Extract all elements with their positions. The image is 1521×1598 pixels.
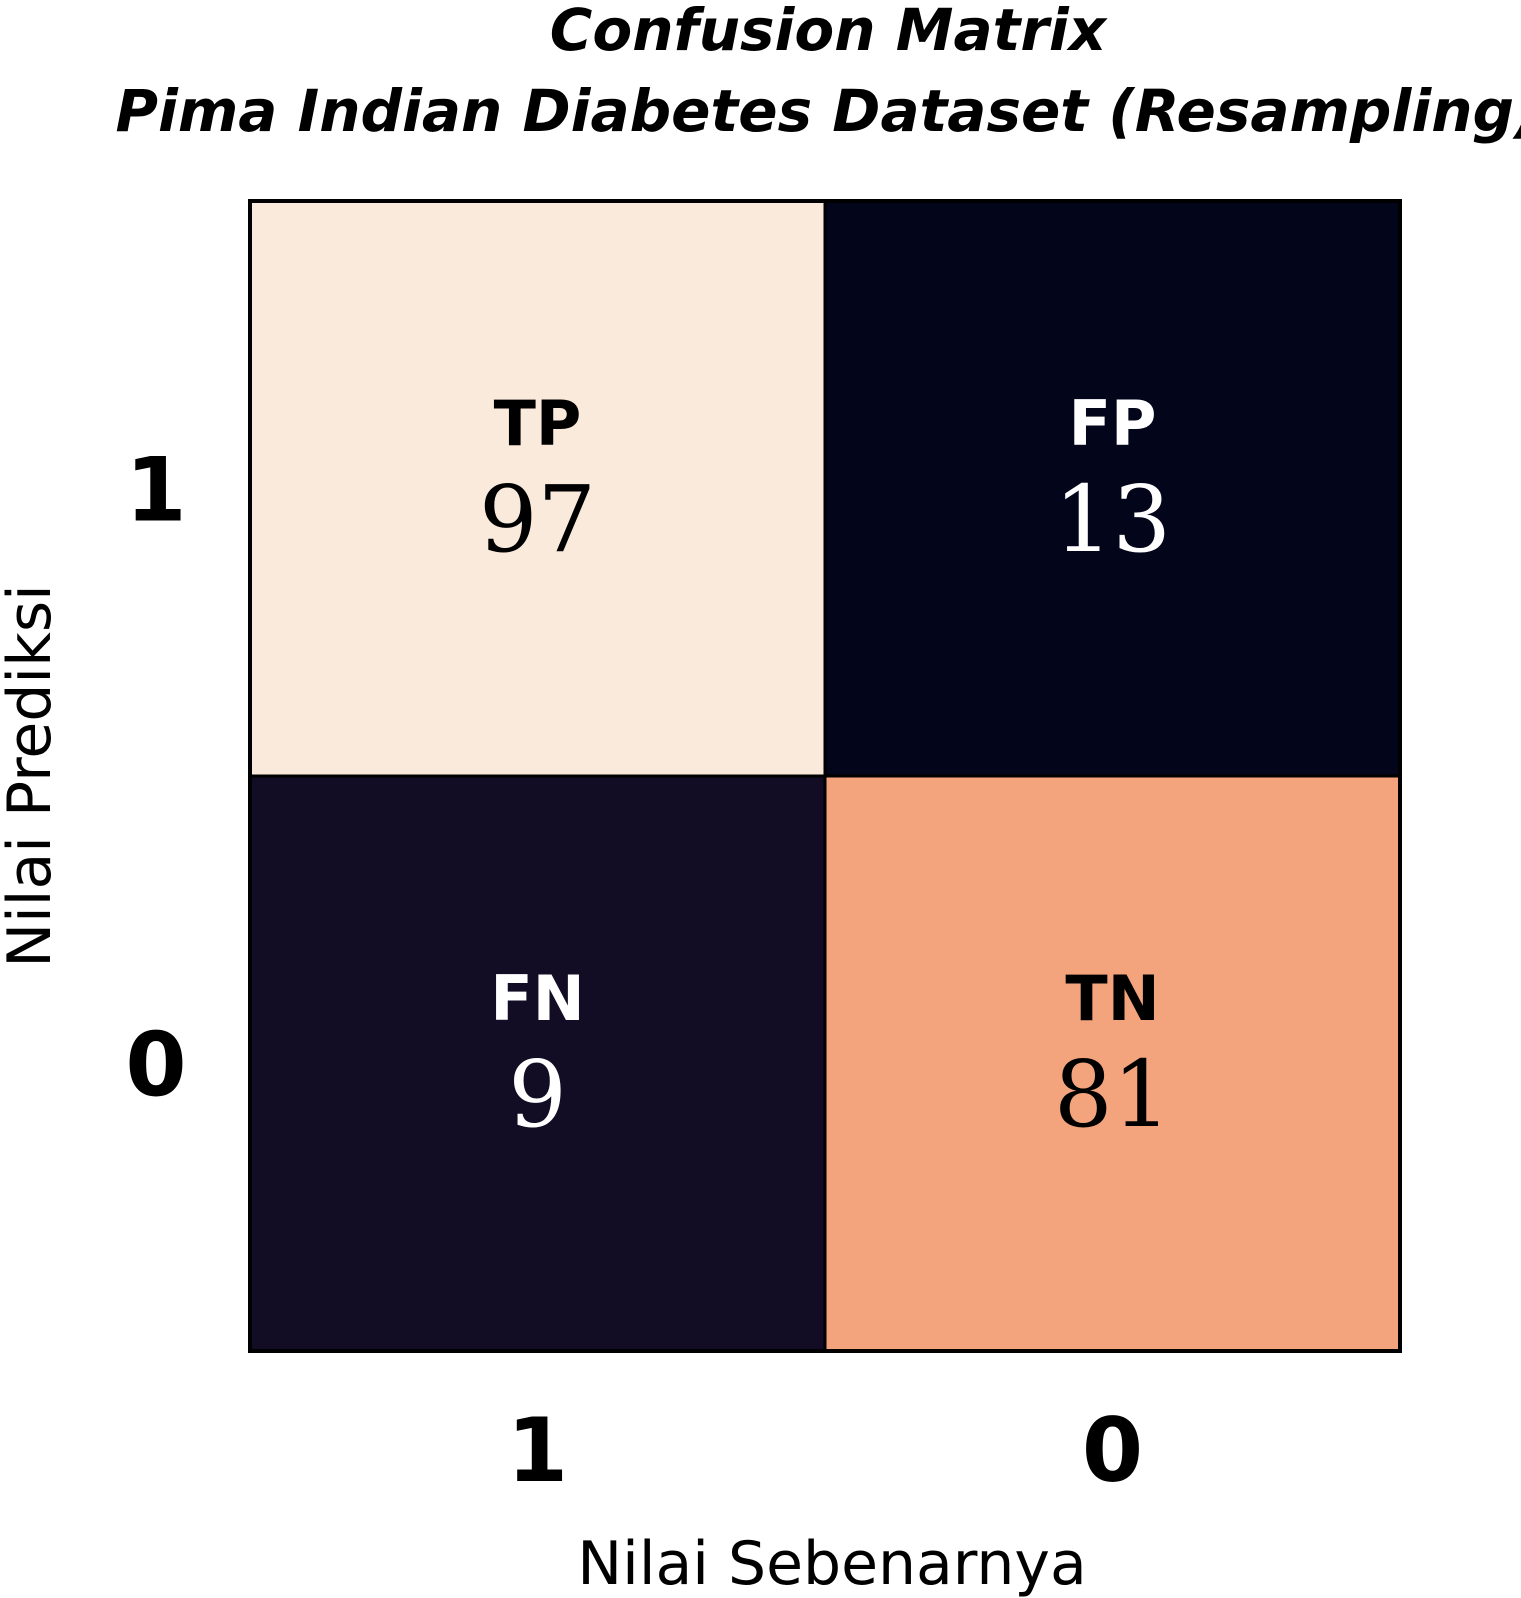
cell-fn: [248, 774, 827, 1353]
cell-label-tp: TP: [494, 387, 582, 460]
chart-title: Confusion Matrix: [550, 0, 1108, 64]
cell-label-fp: FP: [1069, 387, 1157, 460]
cell-value-fn: 9: [508, 1041, 567, 1148]
cell-value-fp: 13: [1054, 466, 1171, 573]
matrix-border: [248, 199, 1402, 1353]
axis-ticks: 1 0 1 0: [125, 439, 1143, 1503]
cell-tp: [248, 199, 827, 778]
cell-tn: [823, 774, 1402, 1353]
y-tick-label: 1: [125, 439, 186, 542]
chart-subtitle: Pima Indian Diabetes Dataset (Resampling…: [115, 77, 1521, 145]
cell-value-tp: 97: [479, 466, 596, 573]
x-tick-label: 0: [1082, 1399, 1143, 1502]
y-tick-label: 0: [125, 1014, 186, 1117]
x-axis-label: Nilai Sebenarnya: [577, 1529, 1086, 1598]
cell-label-tn: TN: [1065, 962, 1159, 1035]
cell-label-fn: FN: [490, 962, 584, 1035]
y-axis-label: Nilai Prediksi: [0, 584, 65, 968]
cell-fp: [823, 199, 1402, 778]
cell-value-tn: 81: [1054, 1041, 1171, 1148]
x-tick-label: 1: [507, 1399, 568, 1502]
